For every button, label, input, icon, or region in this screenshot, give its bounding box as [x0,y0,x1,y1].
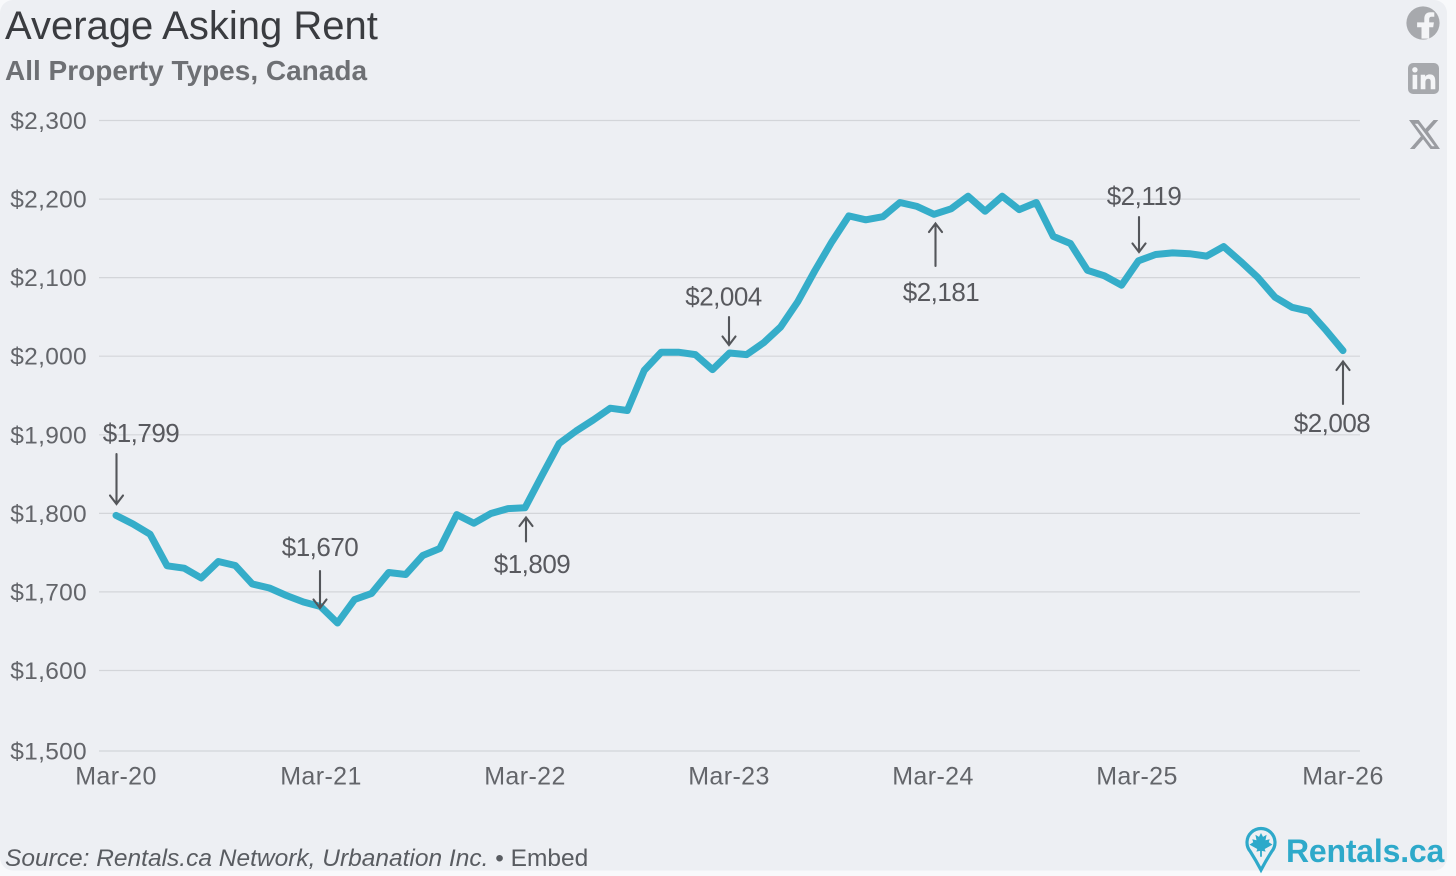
svg-text:Source: Rentals.ca Network, Ur: Source: Rentals.ca Network, Urbanation I… [5,845,588,872]
svg-text:$2,300: $2,300 [10,108,87,135]
svg-text:All Property Types, Canada: All Property Types, Canada [5,55,367,86]
svg-text:$1,800: $1,800 [10,501,87,528]
svg-text:Mar-22: Mar-22 [484,763,566,791]
svg-text:Mar-20: Mar-20 [75,763,157,791]
svg-text:$1,809: $1,809 [494,549,571,579]
svg-text:$2,000: $2,000 [10,344,87,371]
svg-text:$2,004: $2,004 [685,282,762,312]
svg-text:$1,700: $1,700 [10,579,87,606]
svg-text:Rentals.ca: Rentals.ca [1286,833,1444,869]
svg-text:$2,181: $2,181 [903,277,980,307]
svg-text:$1,600: $1,600 [10,658,87,685]
svg-text:Mar-23: Mar-23 [688,763,770,791]
svg-text:Mar-25: Mar-25 [1096,763,1178,791]
svg-text:Mar-26: Mar-26 [1302,763,1384,791]
svg-text:Mar-21: Mar-21 [280,763,362,791]
svg-text:$2,200: $2,200 [10,187,87,214]
svg-text:$1,799: $1,799 [103,418,180,448]
svg-text:$1,500: $1,500 [10,739,87,766]
svg-text:$2,119: $2,119 [1107,181,1182,211]
svg-text:$2,008: $2,008 [1294,408,1371,438]
svg-text:$2,100: $2,100 [10,265,87,292]
svg-text:$1,670: $1,670 [282,532,359,562]
svg-text:Mar-24: Mar-24 [892,763,974,791]
svg-text:$1,900: $1,900 [10,422,87,449]
svg-text:Average Asking Rent: Average Asking Rent [5,4,378,48]
